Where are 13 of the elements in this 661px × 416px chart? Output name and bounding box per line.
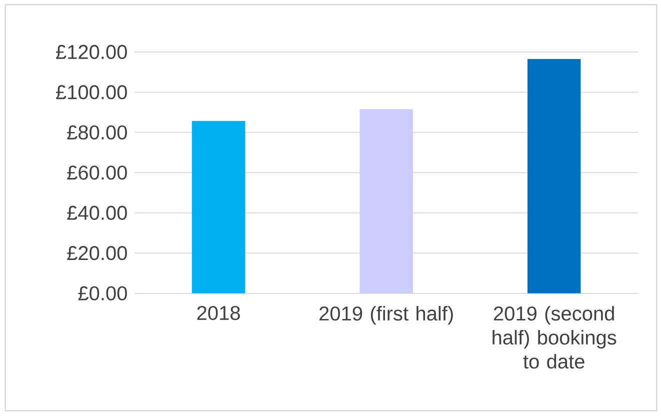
y-tick-label: £60.00 bbox=[67, 166, 127, 180]
y-tick-label: £20.00 bbox=[67, 246, 127, 260]
y-tick-label: £0.00 bbox=[78, 286, 127, 300]
bar bbox=[527, 59, 581, 294]
x-tick-label: 2019 (first half) bbox=[320, 306, 453, 325]
y-tick-label: £80.00 bbox=[67, 125, 127, 140]
x-tick-label: 2018 bbox=[197, 306, 240, 320]
bar bbox=[360, 109, 413, 294]
x-tick-label: 2019 (second half) bookings to date bbox=[492, 306, 616, 369]
bar bbox=[192, 120, 246, 294]
y-tick-label: £120.00 bbox=[56, 44, 127, 60]
y-tick-label: £40.00 bbox=[67, 206, 127, 220]
y-tick-label: £100.00 bbox=[56, 85, 127, 100]
